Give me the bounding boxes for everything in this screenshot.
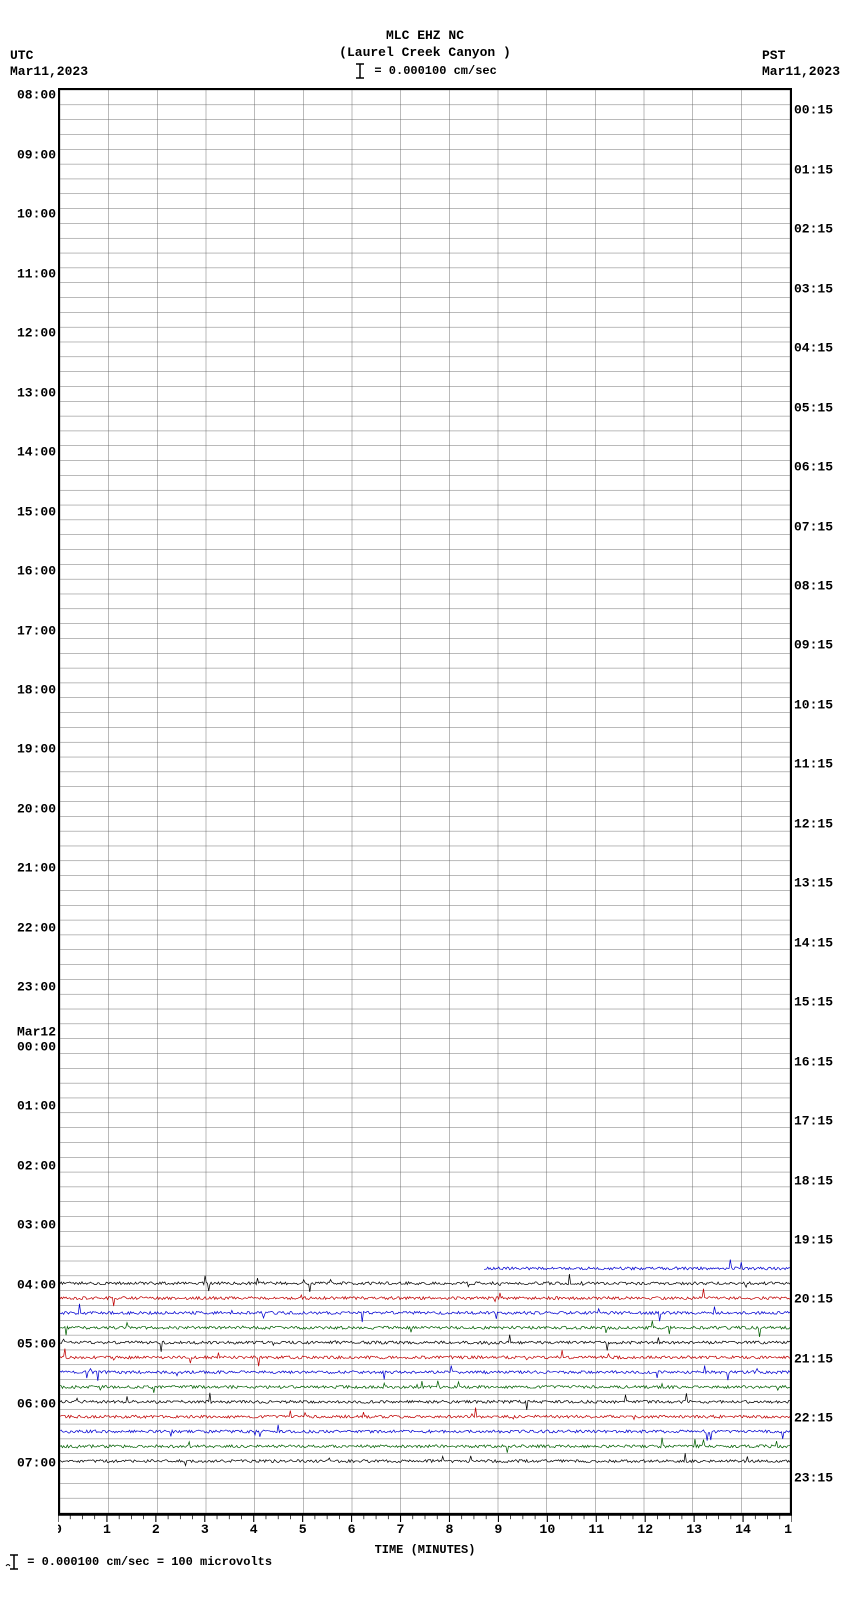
- time-label: 13:00: [6, 385, 56, 400]
- svg-text:12: 12: [637, 1522, 653, 1537]
- svg-text:13: 13: [686, 1522, 702, 1537]
- time-label: 05:00: [6, 1337, 56, 1352]
- tz-right-name: PST: [762, 48, 840, 64]
- time-label: 14:00: [6, 445, 56, 460]
- time-label: 02:00: [6, 1158, 56, 1173]
- time-label: 21:15: [794, 1351, 844, 1366]
- time-label: 13:15: [794, 876, 844, 891]
- footer-scale-bar-icon: [4, 1553, 20, 1571]
- x-axis-svg: 0123456789101112131415: [58, 1515, 792, 1543]
- time-label: 11:00: [6, 266, 56, 281]
- time-label: 09:15: [794, 638, 844, 653]
- svg-text:2: 2: [152, 1522, 160, 1537]
- time-label: 16:00: [6, 564, 56, 579]
- seismogram-container: MLC EHZ NC (Laurel Creek Canyon ) = 0.00…: [0, 0, 850, 1613]
- station-location: (Laurel Creek Canyon ): [0, 45, 850, 62]
- svg-text:5: 5: [299, 1522, 307, 1537]
- time-label: 17:00: [6, 623, 56, 638]
- time-label: 02:15: [794, 222, 844, 237]
- right-time-labels: 00:15 01:15 02:15 03:15 04:15 05:15 06:15 07:15…: [794, 88, 844, 1515]
- time-label: 15:15: [794, 995, 844, 1010]
- time-label: 08:15: [794, 578, 844, 593]
- time-label: 03:00: [6, 1218, 56, 1233]
- time-label: 10:00: [6, 207, 56, 222]
- seismogram-svg: [60, 90, 790, 1513]
- svg-text:1: 1: [103, 1522, 111, 1537]
- time-label: 11:15: [794, 757, 844, 772]
- scale-value: = 0.000100 cm/sec: [374, 64, 496, 78]
- time-label: 01:15: [794, 162, 844, 177]
- time-label: 19:00: [6, 742, 56, 757]
- time-label: 18:15: [794, 1173, 844, 1188]
- time-label: 07:15: [794, 519, 844, 534]
- tz-left-date: Mar11,2023: [10, 64, 88, 80]
- timezone-left: UTC Mar11,2023: [10, 48, 88, 79]
- time-label: 09:00: [6, 147, 56, 162]
- time-label: Mar12: [6, 1024, 56, 1039]
- time-label: 23:00: [6, 980, 56, 995]
- svg-text:0: 0: [58, 1522, 62, 1537]
- left-time-labels: 08:00 09:00 10:00 11:00 12:00 13:00 14:00 15:00…: [6, 88, 56, 1515]
- svg-text:9: 9: [494, 1522, 502, 1537]
- svg-text:11: 11: [588, 1522, 604, 1537]
- timezone-right: PST Mar11,2023: [762, 48, 840, 79]
- svg-text:8: 8: [446, 1522, 454, 1537]
- time-label: 00:00: [6, 1039, 56, 1054]
- time-label: 14:15: [794, 935, 844, 950]
- time-label: 03:15: [794, 281, 844, 296]
- time-label: 22:15: [794, 1411, 844, 1426]
- time-label: 00:15: [794, 103, 844, 118]
- svg-text:14: 14: [735, 1522, 751, 1537]
- time-label: 20:15: [794, 1292, 844, 1307]
- footer-scale: = 0.000100 cm/sec = 100 microvolts: [4, 1553, 272, 1571]
- svg-text:3: 3: [201, 1522, 209, 1537]
- time-label: 12:00: [6, 326, 56, 341]
- time-label: 19:15: [794, 1233, 844, 1248]
- time-label: 07:00: [6, 1455, 56, 1470]
- station-code: MLC EHZ NC: [0, 28, 850, 45]
- time-label: 06:15: [794, 460, 844, 475]
- tz-right-date: Mar11,2023: [762, 64, 840, 80]
- time-label: 04:15: [794, 341, 844, 356]
- time-label: 21:00: [6, 861, 56, 876]
- time-label: 16:15: [794, 1054, 844, 1069]
- time-label: 23:15: [794, 1470, 844, 1485]
- scale-bar-icon: [353, 62, 367, 80]
- time-label: 15:00: [6, 504, 56, 519]
- svg-text:4: 4: [250, 1522, 258, 1537]
- footer-scale-text: = 0.000100 cm/sec = 100 microvolts: [27, 1555, 272, 1569]
- time-label: 17:15: [794, 1114, 844, 1129]
- x-axis: 0123456789101112131415: [58, 1515, 792, 1543]
- tz-left-name: UTC: [10, 48, 88, 64]
- time-label: 12:15: [794, 816, 844, 831]
- time-label: 05:15: [794, 400, 844, 415]
- time-label: 04:00: [6, 1277, 56, 1292]
- time-label: 10:15: [794, 697, 844, 712]
- svg-text:7: 7: [397, 1522, 405, 1537]
- time-label: 08:00: [6, 88, 56, 103]
- plot-area: [58, 88, 792, 1515]
- time-label: 18:00: [6, 683, 56, 698]
- svg-text:10: 10: [539, 1522, 555, 1537]
- chart-header: MLC EHZ NC (Laurel Creek Canyon ) = 0.00…: [0, 0, 850, 80]
- svg-text:6: 6: [348, 1522, 356, 1537]
- time-label: 06:00: [6, 1396, 56, 1411]
- time-label: 22:00: [6, 920, 56, 935]
- time-label: 01:00: [6, 1099, 56, 1114]
- scale-indicator: = 0.000100 cm/sec: [0, 62, 850, 80]
- time-label: 20:00: [6, 801, 56, 816]
- svg-text:15: 15: [784, 1522, 792, 1537]
